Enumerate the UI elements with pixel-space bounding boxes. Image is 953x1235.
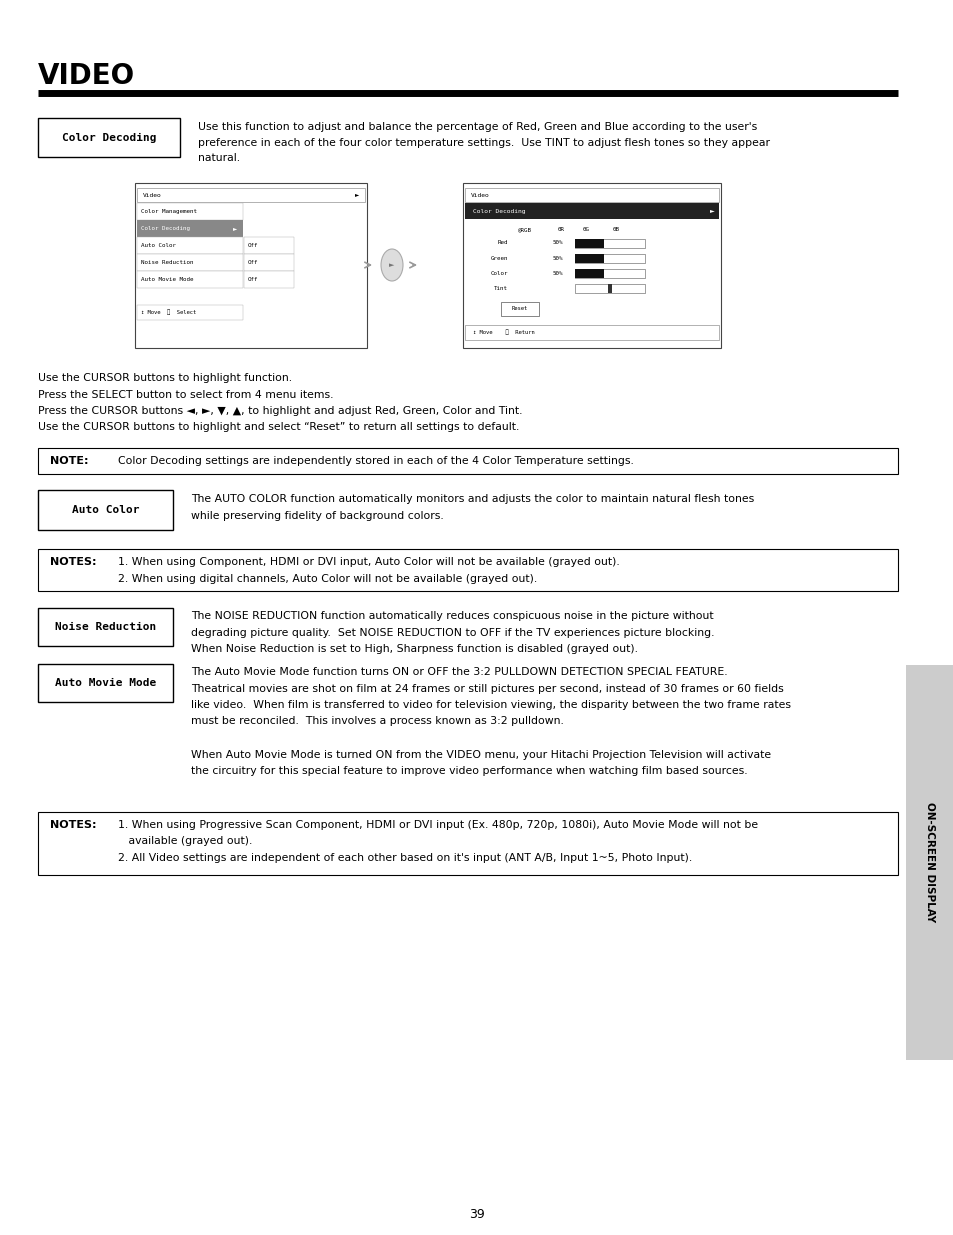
Text: When Noise Reduction is set to High, Sharpness function is disabled (grayed out): When Noise Reduction is set to High, Sha… [191, 643, 638, 655]
Text: natural.: natural. [198, 153, 240, 163]
Bar [607, 284, 612, 293]
Text: The Auto Movie Mode function turns ON or OFF the 3:2 PULLDOWN DETECTION SPECIAL : The Auto Movie Mode function turns ON or… [191, 667, 727, 677]
Text: ►: ► [389, 262, 395, 268]
Text: NOTES:: NOTES: [50, 557, 96, 567]
Bar [38, 811, 897, 876]
Bar [137, 254, 243, 270]
Bar [244, 237, 294, 254]
Text: Video: Video [471, 193, 489, 198]
Text: Off: Off [248, 261, 258, 266]
Bar [38, 490, 172, 530]
Text: ↕ Move    Ⓜ  Return: ↕ Move Ⓜ Return [473, 330, 535, 335]
Text: NOTE:: NOTE: [50, 456, 89, 466]
Text: Noise Reduction: Noise Reduction [55, 622, 156, 632]
Bar [135, 183, 367, 348]
Bar [575, 253, 604, 263]
Text: Use this function to adjust and balance the percentage of Red, Green and Blue ac: Use this function to adjust and balance … [198, 122, 757, 132]
Bar [137, 270, 243, 288]
Text: Use the CURSOR buttons to highlight function.: Use the CURSOR buttons to highlight func… [38, 373, 292, 383]
Text: available (grayed out).: available (grayed out). [118, 836, 253, 846]
Text: NOTES:: NOTES: [50, 820, 96, 830]
Text: 50%: 50% [553, 256, 563, 261]
Text: 1. When using Component, HDMI or DVI input, Auto Color will not be available (gr: 1. When using Component, HDMI or DVI inp… [118, 557, 619, 567]
Bar [575, 268, 644, 278]
Text: Press the SELECT button to select from 4 menu items.: Press the SELECT button to select from 4… [38, 389, 334, 399]
Text: 0G: 0G [582, 227, 589, 232]
Text: VIDEO: VIDEO [38, 62, 135, 90]
Text: Reset: Reset [512, 306, 528, 311]
Text: The NOISE REDUCTION function automatically reduces conspicuous noise in the pict: The NOISE REDUCTION function automatical… [191, 611, 713, 621]
Text: Auto Color: Auto Color [71, 505, 139, 515]
Text: Color Decoding: Color Decoding [62, 132, 156, 142]
Bar [137, 237, 243, 254]
Bar [575, 238, 644, 247]
Text: Noise Reduction: Noise Reduction [141, 261, 193, 266]
Text: Video: Video [143, 193, 162, 198]
Bar [137, 220, 243, 237]
Text: Color: Color [490, 270, 507, 275]
Text: 1. When using Progressive Scan Component, HDMI or DVI input (Ex. 480p, 720p, 108: 1. When using Progressive Scan Component… [118, 820, 758, 830]
Text: like video.  When film is transferred to video for television viewing, the dispa: like video. When film is transferred to … [191, 700, 790, 710]
Text: Auto Movie Mode: Auto Movie Mode [55, 678, 156, 688]
Text: Tint: Tint [494, 285, 507, 290]
Bar [464, 325, 719, 340]
Bar [38, 608, 172, 646]
Bar [575, 253, 644, 263]
Bar [500, 303, 538, 316]
Text: When Auto Movie Mode is turned ON from the VIDEO menu, your Hitachi Projection T: When Auto Movie Mode is turned ON from t… [191, 750, 770, 760]
Bar [575, 238, 604, 247]
Text: Auto Movie Mode: Auto Movie Mode [141, 277, 193, 282]
Text: 0R: 0R [558, 227, 564, 232]
Text: 39: 39 [469, 1209, 484, 1221]
Text: while preserving fidelity of background colors.: while preserving fidelity of background … [191, 510, 443, 520]
Text: Off: Off [248, 277, 258, 282]
Bar [464, 188, 719, 203]
Text: Press the CURSOR buttons ◄, ►, ▼, ▲, to highlight and adjust Red, Green, Color a: Press the CURSOR buttons ◄, ►, ▼, ▲, to … [38, 406, 522, 416]
Bar [575, 268, 604, 278]
Text: Use the CURSOR buttons to highlight and select “Reset” to return all settings to: Use the CURSOR buttons to highlight and … [38, 422, 518, 432]
Bar [462, 183, 720, 348]
Bar [38, 119, 180, 157]
Ellipse shape [380, 249, 402, 282]
Bar [137, 188, 365, 203]
Text: Color Decoding settings are independently stored in each of the 4 Color Temperat: Color Decoding settings are independentl… [118, 456, 633, 466]
Bar [244, 270, 294, 288]
Text: degrading picture quality.  Set NOISE REDUCTION to OFF if the TV experiences pic: degrading picture quality. Set NOISE RED… [191, 627, 714, 637]
Bar [38, 448, 897, 474]
Text: Green: Green [490, 256, 507, 261]
Text: Color Decoding: Color Decoding [473, 209, 525, 214]
Text: Theatrical movies are shot on film at 24 frames or still pictures per second, in: Theatrical movies are shot on film at 24… [191, 683, 783, 694]
Text: Off: Off [248, 243, 258, 248]
Text: 2. When using digital channels, Auto Color will not be available (grayed out).: 2. When using digital channels, Auto Col… [118, 573, 537, 583]
Text: 2. All Video settings are independent of each other based on it's input (ANT A/B: 2. All Video settings are independent of… [118, 853, 692, 863]
Text: the circuitry for this special feature to improve video performance when watchin: the circuitry for this special feature t… [191, 766, 747, 776]
Bar [244, 254, 294, 270]
Bar [38, 664, 172, 701]
Text: Auto Color: Auto Color [141, 243, 175, 248]
Text: 0B: 0B [613, 227, 619, 232]
Text: must be reconciled.  This involves a process known as 3:2 pulldown.: must be reconciled. This involves a proc… [191, 716, 563, 726]
Text: Color Decoding: Color Decoding [141, 226, 190, 231]
Text: Red: Red [497, 241, 507, 246]
Text: ►: ► [233, 226, 236, 231]
Text: 50%: 50% [553, 270, 563, 275]
Bar [464, 203, 719, 219]
Text: 50%: 50% [553, 241, 563, 246]
Bar [38, 550, 897, 592]
Bar [905, 664, 953, 1060]
Text: ►: ► [355, 193, 358, 198]
Text: @RGB: @RGB [517, 227, 532, 232]
Bar [575, 284, 644, 293]
Text: ►: ► [709, 209, 714, 214]
Bar [137, 305, 243, 320]
Text: ON-SCREEN DISPLAY: ON-SCREEN DISPLAY [924, 803, 934, 923]
Text: ↕ Move  Ⓜ  Select: ↕ Move Ⓜ Select [141, 310, 196, 315]
Text: The AUTO COLOR function automatically monitors and adjusts the color to maintain: The AUTO COLOR function automatically mo… [191, 494, 754, 504]
Text: Color Management: Color Management [141, 209, 196, 214]
Text: preference in each of the four color temperature settings.  Use TINT to adjust f: preference in each of the four color tem… [198, 137, 769, 147]
Bar [137, 203, 243, 220]
